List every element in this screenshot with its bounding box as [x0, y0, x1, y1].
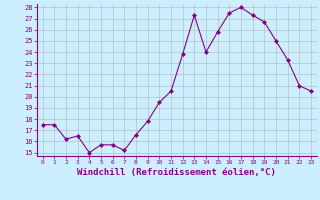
X-axis label: Windchill (Refroidissement éolien,°C): Windchill (Refroidissement éolien,°C) [77, 168, 276, 177]
